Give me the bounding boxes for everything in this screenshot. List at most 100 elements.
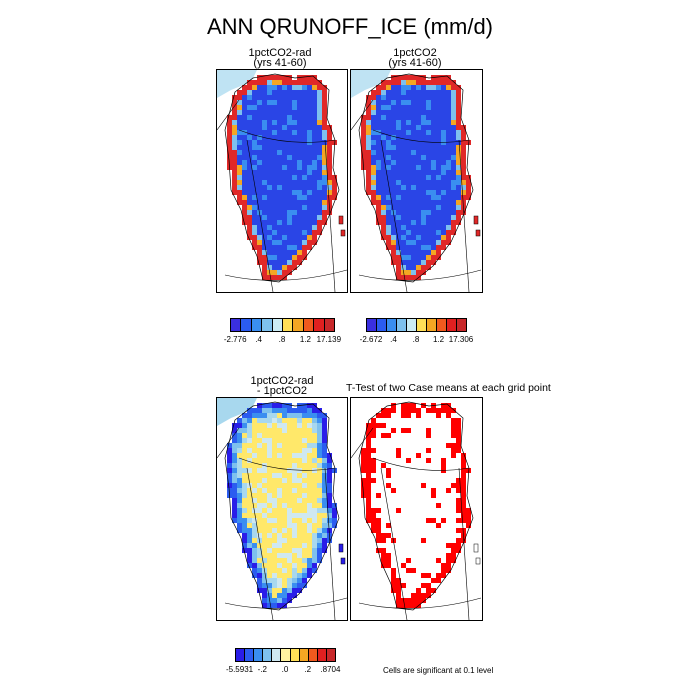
grid-cell xyxy=(441,170,446,175)
grid-cell xyxy=(416,185,421,190)
grid-cell xyxy=(267,120,272,125)
grid-cell xyxy=(421,200,426,205)
grid-cell xyxy=(391,170,396,175)
grid-cell xyxy=(282,583,287,588)
grid-cell xyxy=(312,568,317,573)
grid-cell xyxy=(272,140,277,145)
grid-cell xyxy=(237,423,242,428)
grid-cell xyxy=(376,150,381,155)
colorbar-tick-label: .8704 xyxy=(320,665,341,674)
grid-cell xyxy=(282,413,287,418)
grid-cell xyxy=(371,418,376,423)
grid-cell xyxy=(391,90,396,95)
island xyxy=(475,557,481,565)
grid-cell xyxy=(232,180,237,185)
grid-cell xyxy=(411,240,416,245)
grid-cell xyxy=(242,130,247,135)
grid-cell xyxy=(421,245,426,250)
grid-cell xyxy=(262,105,267,110)
grid-cell xyxy=(277,533,282,538)
grid-cell xyxy=(232,155,237,160)
grid-cell xyxy=(401,200,406,205)
grid-cell xyxy=(282,215,287,220)
grid-cell xyxy=(247,423,252,428)
grid-cell xyxy=(277,170,282,175)
grid-cell xyxy=(327,140,332,145)
grid-cell xyxy=(227,115,232,120)
grid-cell xyxy=(332,180,337,185)
grid-cell xyxy=(257,413,262,418)
grid-cell xyxy=(386,483,391,488)
grid-cell xyxy=(252,548,257,553)
grid-cell xyxy=(322,543,327,548)
grid-cell xyxy=(312,105,317,110)
grid-cell xyxy=(287,403,292,408)
grid-cell xyxy=(426,593,431,598)
grid-cell xyxy=(227,155,232,160)
grid-cell xyxy=(461,195,466,200)
grid-cell xyxy=(391,80,396,85)
grid-cell xyxy=(282,250,287,255)
grid-cell xyxy=(421,145,426,150)
grid-cell xyxy=(441,200,446,205)
grid-cell xyxy=(381,165,386,170)
grid-cell xyxy=(272,488,277,493)
grid-cell xyxy=(381,100,386,105)
grid-cell xyxy=(386,240,391,245)
grid-cell xyxy=(277,578,282,583)
grid-cell xyxy=(466,508,471,513)
grid-cell xyxy=(292,100,297,105)
grid-cell xyxy=(327,498,332,503)
grid-cell xyxy=(366,190,371,195)
grid-cell xyxy=(451,120,456,125)
grid-cell xyxy=(426,448,431,453)
grid-cell xyxy=(237,135,242,140)
grid-cell xyxy=(396,255,401,260)
grid-cell xyxy=(411,125,416,130)
grid-cell xyxy=(431,180,436,185)
grid-cell xyxy=(287,100,292,105)
grid-cell xyxy=(277,568,282,573)
grid-cell xyxy=(272,553,277,558)
grid-cell xyxy=(232,190,237,195)
grid-cell xyxy=(292,503,297,508)
grid-cell xyxy=(406,250,411,255)
grid-cell xyxy=(247,125,252,130)
grid-cell xyxy=(232,175,237,180)
grid-cell xyxy=(376,85,381,90)
grid-cell xyxy=(322,200,327,205)
grid-cell xyxy=(272,150,277,155)
grid-cell xyxy=(461,483,466,488)
grid-cell xyxy=(426,150,431,155)
grid-cell xyxy=(456,140,461,145)
grid-cell xyxy=(257,100,262,105)
grid-cell xyxy=(426,125,431,130)
grid-cell xyxy=(461,135,466,140)
grid-cell xyxy=(257,110,262,115)
grid-cell xyxy=(322,130,327,135)
grid-cell xyxy=(242,135,247,140)
grid-cell xyxy=(401,603,406,608)
grid-cell xyxy=(461,125,466,130)
grid-cell xyxy=(441,155,446,160)
grid-cell xyxy=(327,473,332,478)
coastline xyxy=(224,73,340,283)
grid-cell xyxy=(277,240,282,245)
grid-cell xyxy=(282,533,287,538)
grid-cell xyxy=(262,205,267,210)
grid-cell xyxy=(302,225,307,230)
grid-cell xyxy=(232,140,237,145)
grid-cell xyxy=(272,205,277,210)
grid-cell xyxy=(426,588,431,593)
grid-cell xyxy=(436,155,441,160)
grid-cell xyxy=(247,523,252,528)
colorbar-box xyxy=(325,648,336,662)
grid-cell xyxy=(312,488,317,493)
grid-cell xyxy=(277,270,282,275)
grid-cell xyxy=(272,538,277,543)
grid-cell xyxy=(322,215,327,220)
grid-cell xyxy=(292,255,297,260)
grid-cell xyxy=(461,468,466,473)
grid-cell xyxy=(327,508,332,513)
grid-cell xyxy=(312,205,317,210)
